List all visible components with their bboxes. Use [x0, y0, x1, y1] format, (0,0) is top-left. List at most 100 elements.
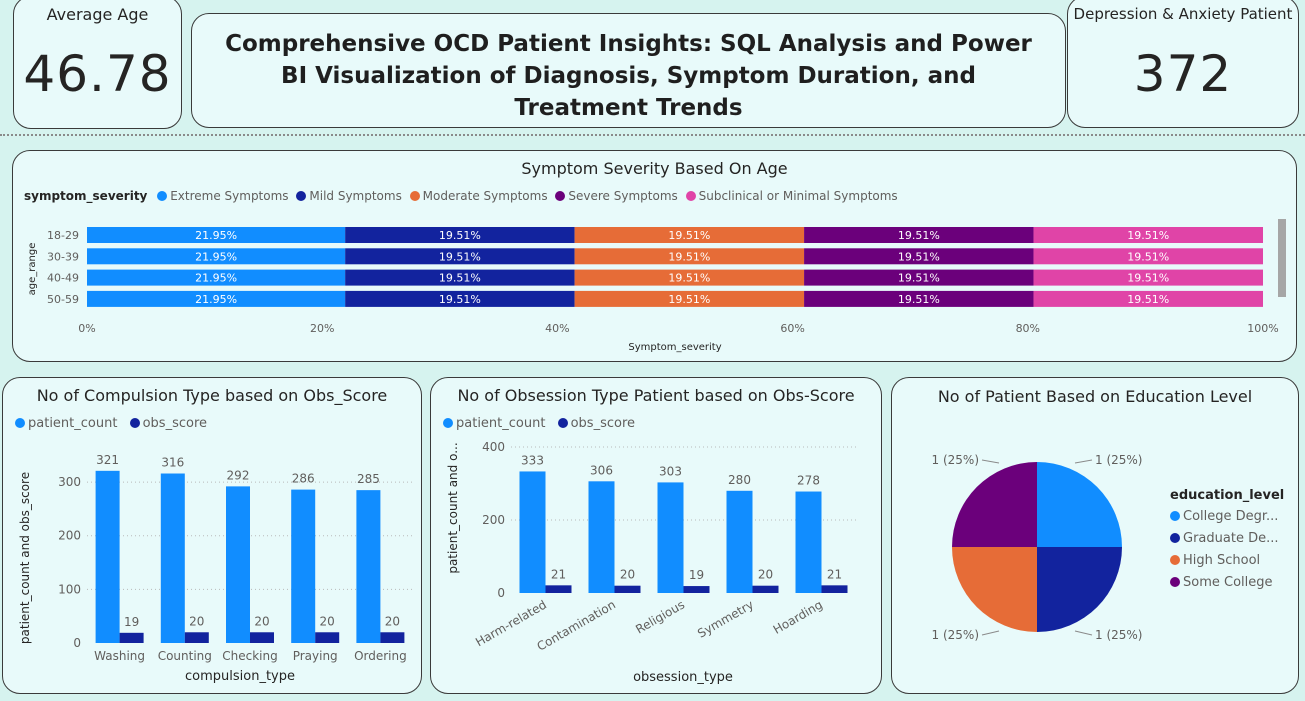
legend-item-obs-score[interactable]: obs_score	[557, 416, 635, 431]
severity-bar-segment[interactable]	[1033, 248, 1263, 265]
average-age-label: Average Age	[46, 5, 149, 24]
legend-item-high-school[interactable]: High School	[1170, 553, 1284, 568]
patient-count-bar[interactable]	[726, 490, 753, 593]
legend-item-extreme[interactable]: Extreme Symptoms	[157, 189, 289, 203]
severity-data-label: 21.95%	[195, 229, 237, 242]
legend-item-patient-count[interactable]: patient_count	[15, 416, 117, 431]
pie-leader-line	[1074, 630, 1093, 636]
depression-anxiety-card[interactable]: Depression & Anxiety Patient 372	[1067, 0, 1299, 128]
patient-count-bar[interactable]	[795, 491, 822, 593]
severity-bar-segment[interactable]	[574, 290, 805, 307]
bar-data-label: 333	[521, 453, 544, 467]
legend-item-mild[interactable]: Mild Symptoms	[296, 189, 402, 203]
severity-legend-title: symptom_severity	[24, 189, 148, 203]
compulsion-chart-card[interactable]: No of Compulsion Type based on Obs_Score…	[2, 377, 422, 694]
x-tick-label: Religious	[633, 597, 687, 636]
severity-legend: symptom_severity Extreme Symptoms Mild S…	[24, 189, 902, 203]
severity-bar-segment[interactable]	[804, 290, 1034, 307]
obs-score-bar[interactable]	[821, 585, 848, 593]
obs-score-bar[interactable]	[683, 586, 710, 593]
severity-chart-card[interactable]: Symptom Severity Based On Age symptom_se…	[12, 150, 1297, 362]
severity-data-label: 19.51%	[1127, 272, 1169, 285]
obs-score-bar[interactable]	[119, 632, 144, 643]
severity-bar-segment[interactable]	[1033, 227, 1263, 243]
legend-item-moderate[interactable]: Moderate Symptoms	[409, 189, 548, 203]
compulsion-legend: patient_count obs_score	[15, 416, 215, 431]
severity-bar-segment[interactable]	[87, 227, 346, 243]
obs-score-bar[interactable]	[545, 585, 572, 593]
education-chart-card[interactable]: No of Patient Based on Education Level 1…	[891, 377, 1299, 694]
severity-bar-segment[interactable]	[1033, 290, 1263, 307]
legend-item-subclinical[interactable]: Subclinical or Minimal Symptoms	[685, 189, 898, 203]
bar-data-label: 321	[96, 453, 119, 467]
severity-data-label: 19.51%	[668, 229, 710, 242]
severity-bar-segment[interactable]	[574, 269, 805, 286]
bar-data-label: 20	[620, 568, 635, 582]
pie-slice[interactable]	[952, 462, 1037, 547]
pie-data-label: 1 (25%)	[1095, 453, 1142, 467]
patient-count-bar[interactable]	[588, 481, 615, 593]
x-tick-label: Contamination	[534, 597, 618, 653]
severity-data-label: 19.51%	[668, 250, 710, 263]
severity-bar-segment[interactable]	[87, 269, 346, 286]
severity-bar-segment[interactable]	[804, 269, 1034, 286]
bar-data-label: 19	[689, 568, 704, 582]
patient-count-bar[interactable]	[291, 489, 316, 643]
obs-score-bar[interactable]	[250, 632, 274, 643]
severity-y-tick-label: 50-59	[47, 293, 79, 306]
severity-bar-segment[interactable]	[87, 290, 346, 307]
bar-data-label: 286	[292, 472, 315, 486]
legend-item-graduate-degree[interactable]: Graduate De...	[1170, 531, 1284, 546]
severity-data-label: 19.51%	[1127, 229, 1169, 242]
average-age-card[interactable]: Average Age 46.78	[13, 0, 182, 129]
obs-score-bar[interactable]	[184, 632, 209, 643]
y-axis-label: patient_count and obs_score	[18, 472, 32, 644]
severity-bar-segment[interactable]	[345, 227, 575, 243]
y-tick-label: 200	[482, 513, 505, 527]
patient-count-bar[interactable]	[226, 486, 250, 643]
severity-scrollbar-thumb[interactable]	[1278, 219, 1286, 297]
severity-data-label: 19.51%	[439, 229, 481, 242]
obsession-chart-card[interactable]: No of Obsession Type Patient based on Ob…	[430, 377, 882, 694]
severity-bar-segment[interactable]	[345, 290, 575, 307]
pie-data-label: 1 (25%)	[1095, 628, 1142, 642]
section-divider	[0, 134, 1305, 136]
severity-bar-segment[interactable]	[574, 248, 805, 265]
severity-data-label: 19.51%	[439, 250, 481, 263]
severity-bar-segment[interactable]	[804, 227, 1034, 243]
y-axis-label: patient_count and o...	[446, 442, 460, 573]
depression-anxiety-label: Depression & Anxiety Patient	[1073, 5, 1293, 23]
y-tick-label: 0	[73, 636, 81, 650]
obs-score-bar[interactable]	[315, 632, 340, 643]
obs-score-bar[interactable]	[380, 632, 405, 643]
legend-item-patient-count[interactable]: patient_count	[443, 416, 545, 431]
severity-y-tick-label: 18-29	[47, 229, 79, 242]
x-tick-label: Counting	[158, 649, 212, 663]
severity-bar-segment[interactable]	[804, 248, 1034, 265]
patient-count-bar[interactable]	[657, 482, 684, 593]
severity-bar-segment[interactable]	[574, 227, 805, 243]
bar-data-label: 292	[227, 468, 250, 482]
severity-bar-segment[interactable]	[345, 248, 575, 265]
patient-count-bar[interactable]	[95, 470, 120, 643]
patient-count-bar[interactable]	[356, 490, 381, 643]
legend-item-some-college[interactable]: Some College	[1170, 575, 1284, 590]
legend-item-severe[interactable]: Severe Symptoms	[555, 189, 678, 203]
legend-item-obs-score[interactable]: obs_score	[129, 416, 207, 431]
severity-data-label: 19.51%	[1127, 293, 1169, 306]
bar-data-label: 20	[385, 614, 400, 628]
obsession-legend: patient_count obs_score	[443, 416, 643, 431]
obs-score-bar[interactable]	[752, 585, 779, 593]
severity-bar-segment[interactable]	[345, 269, 575, 286]
severity-data-label: 19.51%	[1127, 250, 1169, 263]
legend-item-college-degree[interactable]: College Degr...	[1170, 509, 1284, 524]
bar-data-label: 20	[320, 614, 335, 628]
severity-bar-segment[interactable]	[87, 248, 346, 265]
pie-slice[interactable]	[1037, 462, 1122, 547]
pie-slice[interactable]	[952, 547, 1037, 632]
pie-slice[interactable]	[1037, 547, 1122, 632]
severity-bar-segment[interactable]	[1033, 269, 1263, 286]
patient-count-bar[interactable]	[519, 471, 546, 593]
obs-score-bar[interactable]	[614, 585, 641, 593]
patient-count-bar[interactable]	[160, 473, 185, 643]
